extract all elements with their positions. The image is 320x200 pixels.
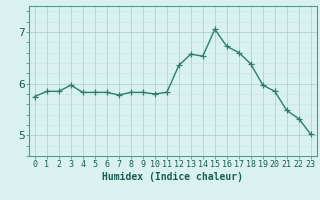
X-axis label: Humidex (Indice chaleur): Humidex (Indice chaleur) [102,172,243,182]
